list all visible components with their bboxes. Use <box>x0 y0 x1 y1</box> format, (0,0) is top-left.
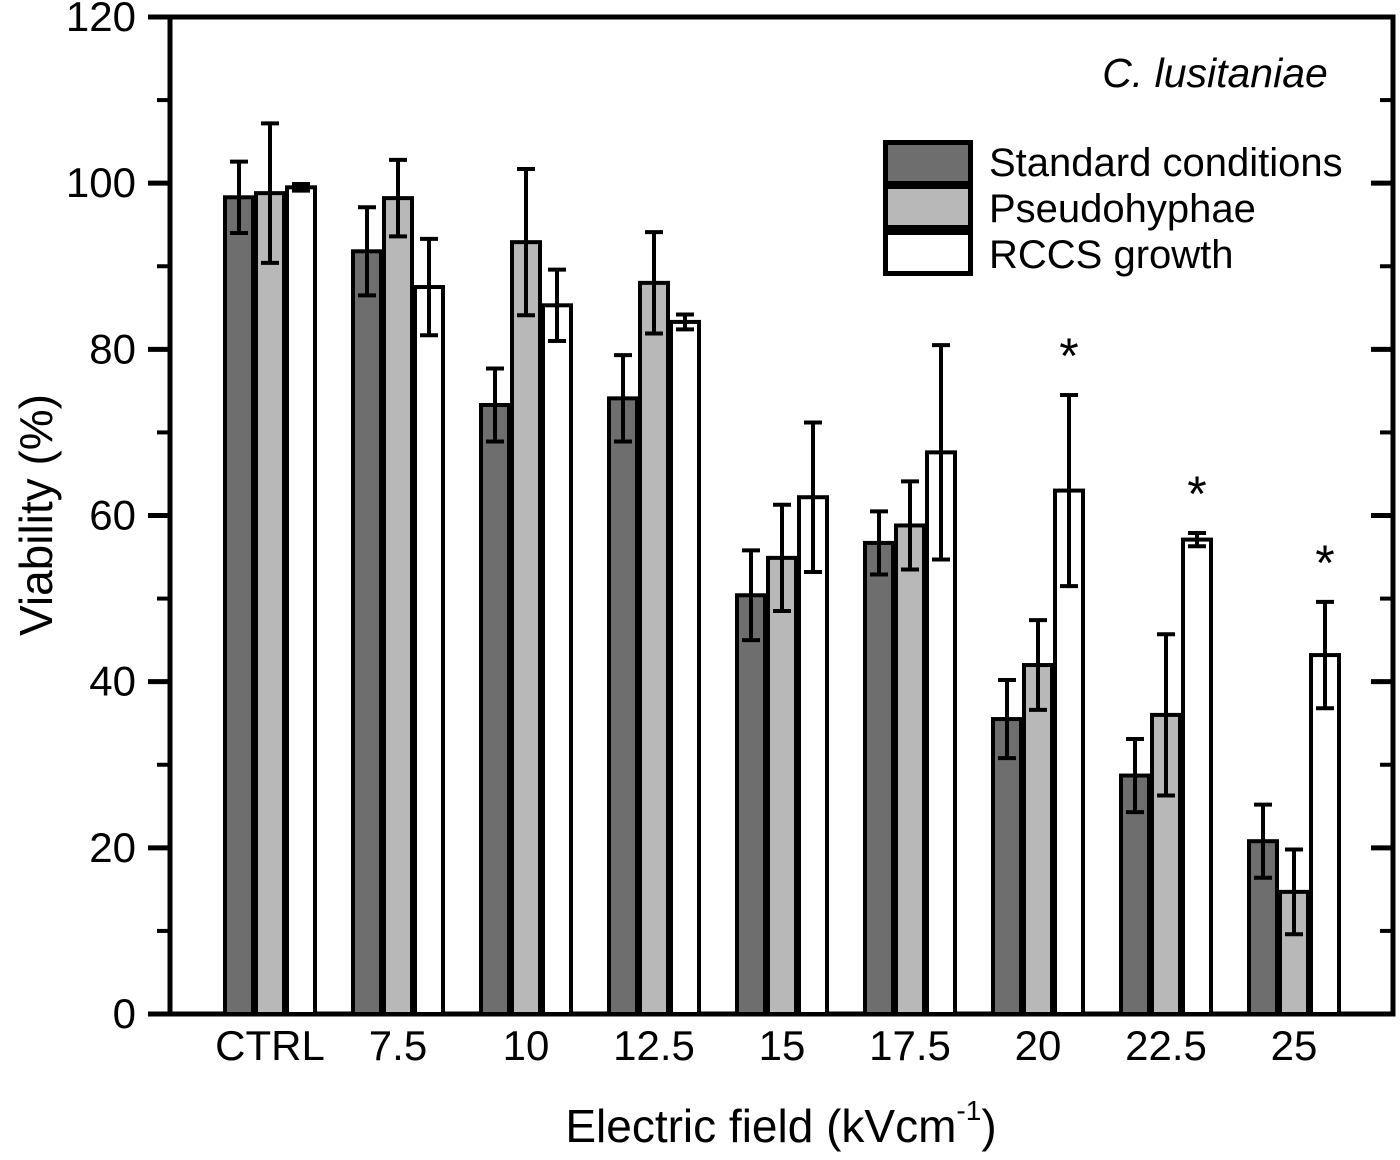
legend-label-standard-conditions: Standard conditions <box>989 141 1343 185</box>
x-axis-title-superscript: -1 <box>956 1095 982 1126</box>
legend-item-standard-conditions: Standard conditions <box>883 140 1343 186</box>
x-axis-tick-label: 25 <box>1271 1022 1318 1069</box>
bar-rccs-growth <box>413 285 445 1017</box>
x-axis-tick-label: 15 <box>759 1022 806 1069</box>
species-annotation: C. lusitaniae <box>1102 50 1328 96</box>
y-axis-tick-label: 60 <box>89 492 136 539</box>
bar-rccs-growth <box>669 319 701 1016</box>
legend-swatch-standard-conditions-icon <box>883 140 973 186</box>
bar-standard-conditions <box>991 717 1023 1016</box>
x-axis-title-suffix: ) <box>981 1100 997 1152</box>
y-axis-tick-label: 120 <box>66 0 136 40</box>
bar-standard-conditions <box>607 396 639 1017</box>
bar-rccs-growth <box>285 185 317 1016</box>
legend-label-rccs-growth: RCCS growth <box>989 233 1234 277</box>
significance-asterisk: * <box>1315 535 1334 591</box>
significance-asterisk: * <box>1187 466 1206 522</box>
bar-standard-conditions <box>351 249 383 1017</box>
bar-pseudohyphae <box>766 555 798 1016</box>
bar-pseudohyphae <box>1150 712 1182 1017</box>
x-axis-tick-label: 22.5 <box>1125 1022 1207 1069</box>
bar-standard-conditions <box>735 593 767 1016</box>
significance-asterisk: * <box>1059 328 1078 384</box>
y-axis-tick-label: 0 <box>113 990 136 1037</box>
y-axis-tick-label: 40 <box>89 658 136 705</box>
legend-item-rccs-growth: RCCS growth <box>883 229 1343 278</box>
x-axis-title: Electric field (kVcm-1) <box>565 1095 996 1153</box>
x-axis-tick-label: CTRL <box>215 1022 325 1069</box>
x-axis-tick-label: 17.5 <box>869 1022 951 1069</box>
bar-pseudohyphae <box>382 196 414 1017</box>
bar-pseudohyphae <box>1022 663 1054 1016</box>
y-axis-title: Viability (%) <box>10 394 62 636</box>
bar-standard-conditions <box>479 402 511 1017</box>
bar-standard-conditions <box>223 195 255 1016</box>
legend-label-pseudohyphae: Pseudohyphae <box>989 187 1256 231</box>
legend-item-pseudohyphae: Pseudohyphae <box>883 183 1343 232</box>
bar-pseudohyphae <box>638 280 670 1017</box>
legend: Standard conditions Pseudohyphae RCCS gr… <box>883 140 1343 278</box>
bar-rccs-growth <box>797 495 829 1016</box>
y-axis-tick-label: 100 <box>66 159 136 206</box>
bar-standard-conditions <box>863 540 895 1016</box>
bar-pseudohyphae <box>894 523 926 1016</box>
bar-rccs-growth <box>541 303 573 1016</box>
x-axis-tick-label: 12.5 <box>613 1022 695 1069</box>
legend-swatch-pseudohyphae-icon <box>883 183 973 230</box>
bar-rccs-growth <box>1181 537 1213 1016</box>
legend-swatch-rccs-growth-icon <box>883 229 973 276</box>
y-axis-tick-label: 80 <box>89 325 136 372</box>
x-axis-tick-label: 20 <box>1015 1022 1062 1069</box>
x-axis-tick-label: 7.5 <box>369 1022 427 1069</box>
y-axis-tick-label: 20 <box>89 824 136 871</box>
x-axis-tick-label: 10 <box>503 1022 550 1069</box>
x-axis-title-text: Electric field (kVcm <box>565 1100 957 1152</box>
bar-pseudohyphae <box>254 191 286 1017</box>
bar-rccs-growth <box>1309 653 1341 1017</box>
bar-pseudohyphae <box>510 240 542 1017</box>
